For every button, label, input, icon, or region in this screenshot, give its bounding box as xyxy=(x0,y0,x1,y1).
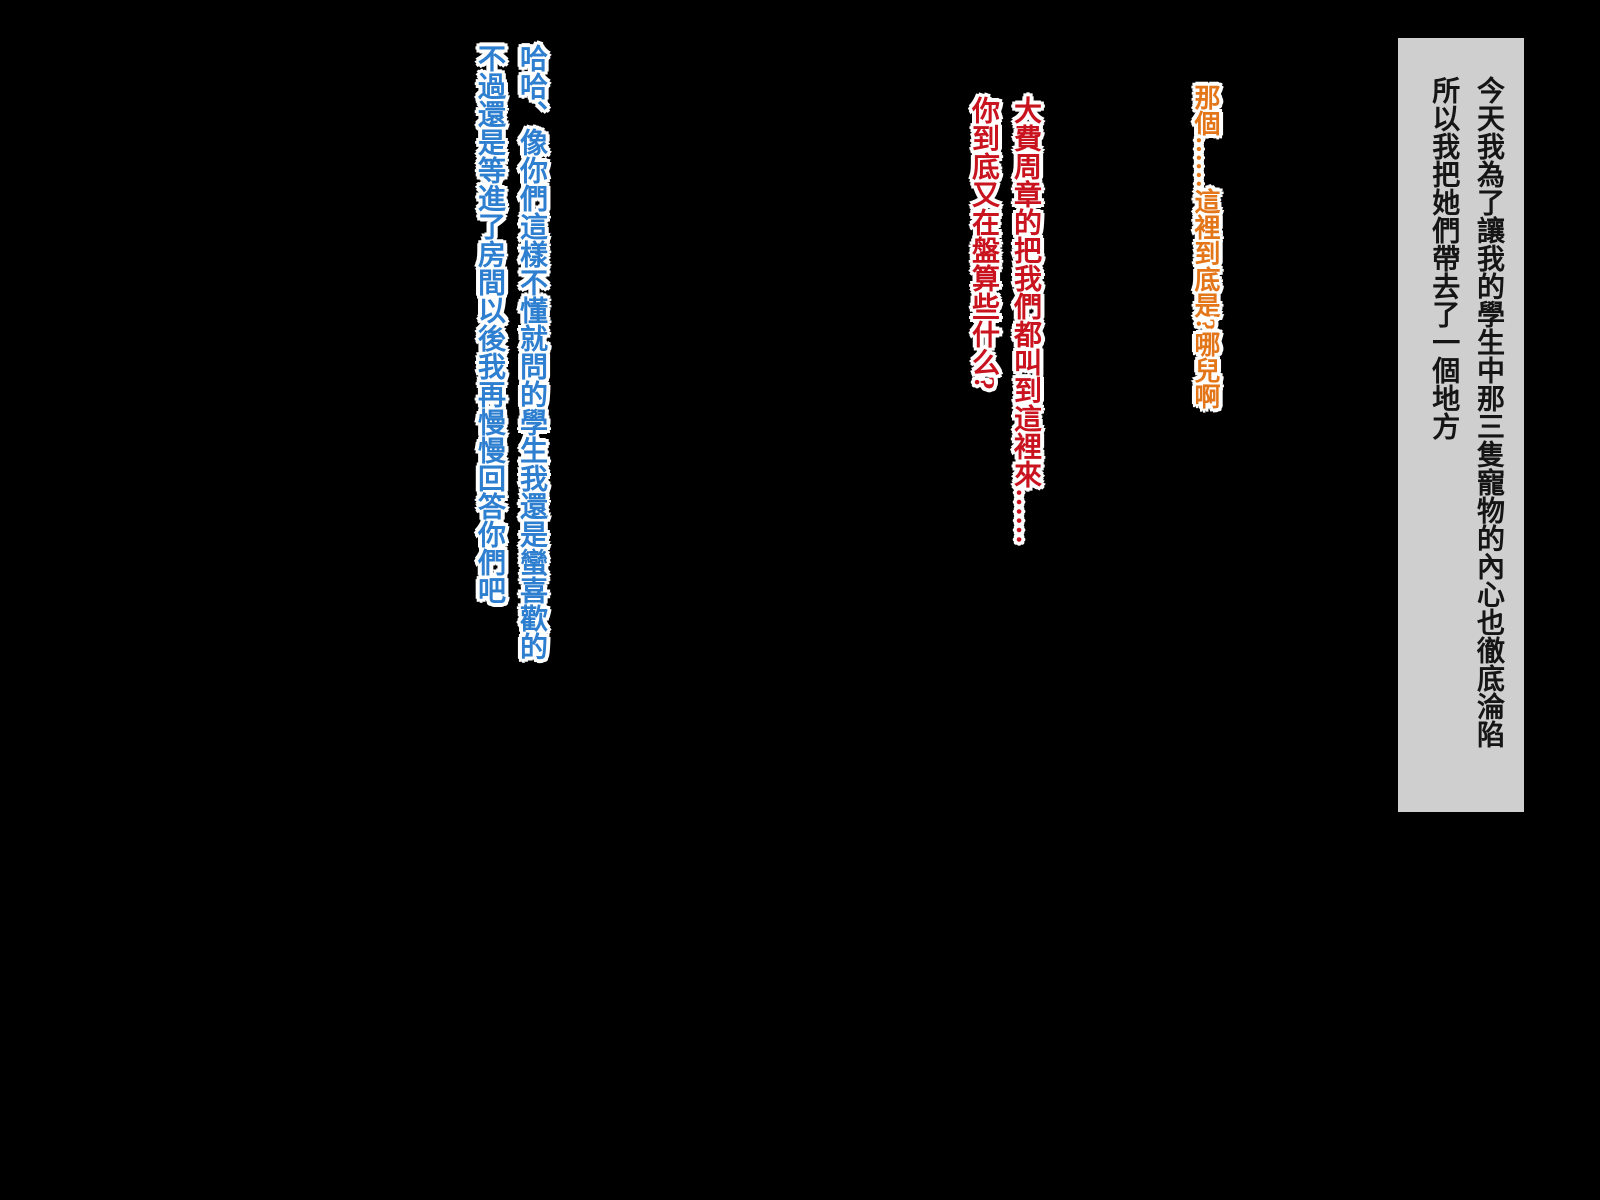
narration-box: 今天我為了讓我的學生中那三隻寵物的內心也徹底淪陷 所以我把她們帶去了一個地方 xyxy=(1398,38,1524,812)
narration-line-2: 所以我把她們帶去了一個地方 xyxy=(1428,76,1460,440)
narration-line-1: 今天我為了讓我的學生中那三隻寵物的內心也徹底淪陷 xyxy=(1473,76,1504,748)
speech-bubble-orange: 那個……這裡到底是?哪兒啊 xyxy=(1186,84,1225,409)
speech-bubble-red: 大費周章的把我們都叫到這裡來…… 你到底又在盤算些什么? xyxy=(962,96,1046,544)
speech-red-line-2: 你到底又在盤算些什么? xyxy=(968,96,999,390)
speech-red-line-1: 大費周章的把我們都叫到這裡來…… xyxy=(1010,96,1041,544)
speech-blue-line-2: 不過還是等進了房間以後我再慢慢回答你們吧 xyxy=(474,44,505,604)
speech-orange-line-1: 那個……這裡到底是?哪兒啊 xyxy=(1191,84,1220,409)
speech-blue-line-1: 哈哈、像你們這樣不懂就問的學生我還是蠻喜歡的 xyxy=(516,44,547,660)
speech-bubble-blue: 哈哈、像你們這樣不懂就問的學生我還是蠻喜歡的 不過還是等進了房間以後我再慢慢回答… xyxy=(468,44,552,660)
